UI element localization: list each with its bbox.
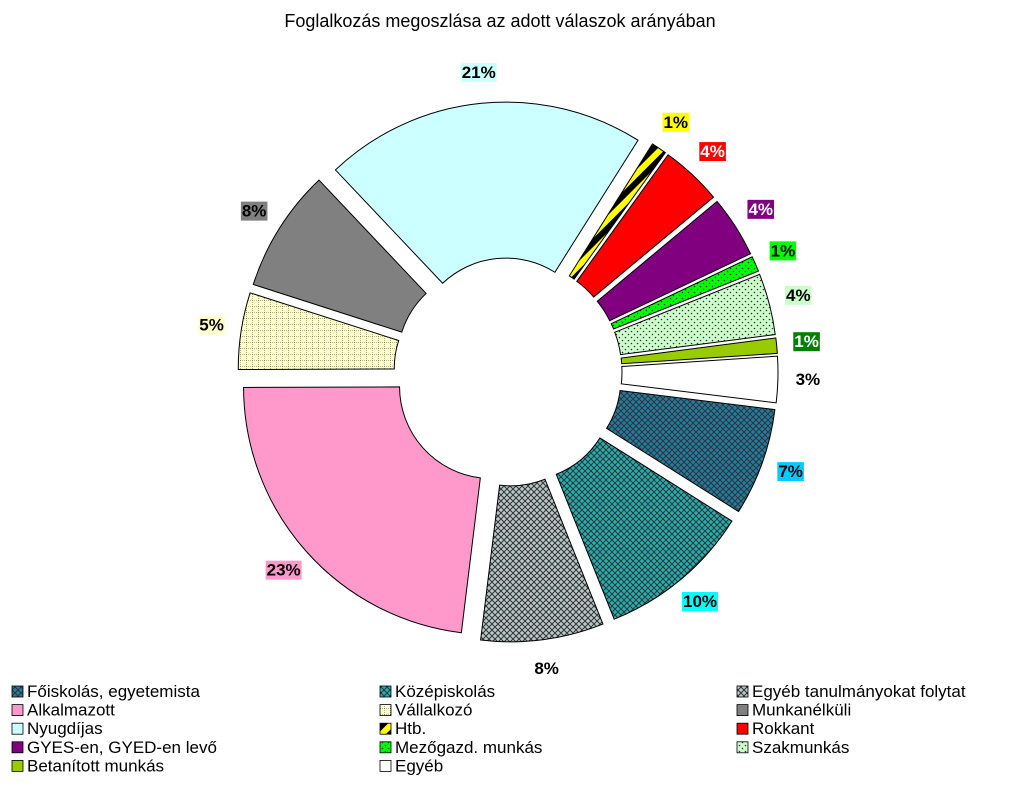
legend-swatch — [736, 685, 749, 698]
data-label: 1% — [794, 332, 819, 351]
data-label: 7% — [778, 462, 803, 481]
slice — [620, 355, 779, 404]
data-label: 10% — [683, 592, 717, 611]
data-label-bg — [460, 62, 497, 82]
data-label: 1% — [771, 241, 796, 260]
legend-label: Rokkant — [752, 719, 815, 738]
slice — [614, 273, 776, 356]
legend-label: Mezőgazd. munkás — [395, 738, 542, 757]
legend-label: Nyugdíjas — [27, 719, 103, 738]
legend-swatch — [736, 704, 749, 716]
data-label: 5% — [199, 316, 224, 335]
legend-label: Egyéb — [395, 756, 443, 775]
data-label: 3% — [796, 370, 821, 389]
slice — [243, 386, 481, 634]
legend-swatch — [379, 760, 392, 772]
legend-label: Szakmunkás — [752, 738, 849, 757]
slice — [610, 256, 760, 330]
data-label-bg — [682, 591, 719, 611]
data-label-bg — [769, 241, 797, 261]
legend-label: Egyéb tanulmányokat folytat — [752, 682, 966, 701]
legend-label: Betanított munkás — [27, 756, 164, 775]
legend-label: Alkalmazott — [27, 701, 115, 720]
legend-label: Főiskolás, egyetemista — [27, 682, 200, 701]
slice — [596, 200, 752, 322]
slice — [252, 179, 427, 333]
slice — [555, 437, 733, 620]
slice — [334, 101, 639, 284]
legend-swatch — [11, 722, 24, 735]
data-label: 1% — [663, 113, 688, 132]
legend-label: Vállalkozó — [395, 701, 473, 720]
chart-title: Foglalkozás megoszlása az adott válaszok… — [284, 11, 715, 31]
slice — [576, 154, 715, 298]
data-label-bg — [777, 462, 804, 482]
data-label: 4% — [786, 286, 811, 305]
slice — [605, 390, 776, 513]
legend-swatch — [379, 722, 392, 735]
data-label-bg — [747, 199, 775, 219]
data-label: 4% — [700, 142, 725, 161]
legend-swatch — [11, 685, 24, 698]
legend-swatch — [11, 760, 24, 772]
data-label: 4% — [748, 200, 773, 219]
legend-label: Középiskolás — [395, 682, 495, 701]
data-label-bg — [198, 315, 225, 335]
data-label-bg — [785, 285, 812, 305]
data-label-bg — [240, 201, 268, 221]
legend-swatch — [736, 722, 749, 735]
slice — [480, 478, 604, 643]
legend-swatch — [379, 704, 392, 716]
legend-label: Htb. — [395, 719, 426, 738]
data-label-bg — [662, 112, 690, 132]
legend-swatch — [736, 741, 749, 754]
data-label: 23% — [267, 561, 301, 580]
legend-label: Munkanélküli — [752, 701, 851, 720]
data-label: 21% — [462, 63, 496, 82]
data-label: 8% — [242, 202, 267, 221]
data-label-bg — [699, 142, 726, 162]
data-label: 8% — [534, 659, 559, 678]
legend-swatch — [379, 741, 392, 754]
legend-label: GYES-en, GYED-en levő — [27, 738, 217, 757]
legend-swatch — [11, 741, 24, 754]
slice — [620, 337, 778, 365]
slice — [237, 292, 400, 371]
legend-swatch — [11, 704, 24, 716]
data-label-bg — [265, 560, 302, 580]
legend-swatch — [379, 685, 392, 698]
slice — [568, 143, 667, 280]
data-label-bg — [793, 332, 820, 352]
